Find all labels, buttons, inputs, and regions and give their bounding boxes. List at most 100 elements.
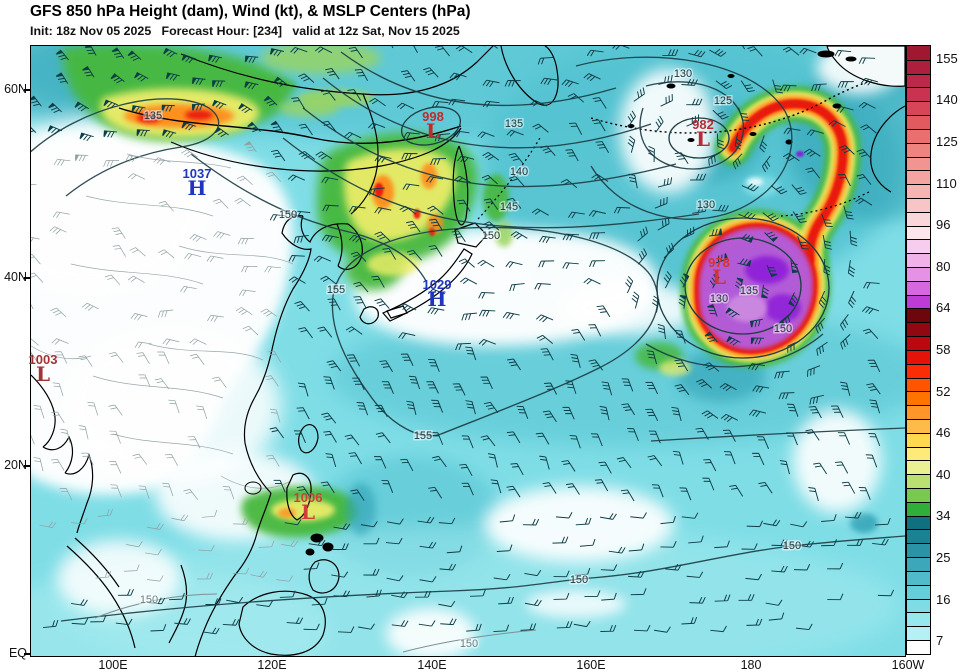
lon-label: 160E — [576, 658, 606, 672]
colorbar-segment — [907, 73, 930, 88]
colorbar-segment — [907, 294, 930, 309]
lat-tick — [24, 653, 30, 655]
svg-text:L: L — [426, 119, 440, 143]
colorbar-segment — [907, 377, 930, 392]
colorbar-segment — [907, 639, 930, 654]
colorbar-segment — [907, 59, 930, 74]
colorbar-segment — [907, 308, 930, 323]
svg-text:H: H — [428, 287, 447, 311]
colorbar-tick-label: 140 — [936, 92, 958, 108]
svg-text:135: 135 — [505, 118, 523, 130]
weather-map: 135 130 125 135 140 145 150 130 150 155 155 135 130 1… — [29, 46, 905, 656]
colorbar-segment — [907, 432, 930, 447]
svg-text:135: 135 — [740, 285, 758, 297]
lat-tick — [24, 465, 30, 467]
lon-label: 100E — [98, 658, 128, 672]
colorbar — [906, 45, 931, 655]
svg-text:L: L — [301, 500, 315, 524]
init-valid-subtitle: Init: 18z Nov 05 2025 Forecast Hour: [23… — [30, 24, 460, 38]
colorbar-tick-label: 58 — [936, 342, 951, 357]
page-title: GFS 850 hPa Height (dam), Wind (kt), & M… — [30, 3, 471, 20]
svg-text:978: 978 — [708, 255, 730, 270]
lat-tick — [24, 277, 30, 279]
colorbar-tick-label: 34 — [936, 508, 951, 524]
svg-text:155: 155 — [327, 284, 345, 296]
colorbar-segment — [907, 267, 930, 281]
colorbar-segment — [907, 87, 930, 102]
svg-text:130: 130 — [674, 68, 692, 80]
colorbar-tick-label: 125 — [936, 134, 958, 150]
colorbar-tick-label: 16 — [936, 591, 951, 607]
colorbar-segment — [907, 280, 930, 295]
colorbar-segment — [907, 253, 930, 267]
colorbar-segment — [907, 501, 930, 516]
lat-label: 60N — [4, 82, 27, 96]
svg-text:1037: 1037 — [183, 166, 212, 181]
svg-text:130: 130 — [697, 199, 715, 211]
colorbar-segment — [907, 336, 930, 350]
colorbar-tick-label: 96 — [936, 217, 951, 233]
lat-tick — [24, 89, 30, 91]
svg-text:125: 125 — [714, 95, 732, 107]
colorbar-tick-label: 40 — [936, 466, 951, 482]
colorbar-segment — [907, 570, 930, 585]
lon-label: 160W — [891, 658, 925, 672]
svg-text:982: 982 — [692, 117, 714, 132]
colorbar-segment — [907, 363, 930, 378]
svg-text:150: 150 — [774, 323, 792, 335]
lon-label: 120E — [257, 658, 287, 672]
colorbar-segment — [907, 584, 930, 599]
lon-label: 140E — [417, 658, 447, 672]
colorbar-segment — [907, 418, 930, 433]
colorbar-segment — [907, 405, 930, 419]
svg-text:L: L — [696, 127, 710, 151]
lon-label: 180 — [740, 658, 762, 672]
svg-text:155: 155 — [414, 430, 432, 442]
colorbar-tick-label: 25 — [936, 549, 951, 565]
colorbar-segment — [907, 557, 930, 571]
svg-text:135: 135 — [144, 110, 162, 122]
svg-text:150: 150 — [783, 540, 801, 552]
colorbar-segment — [907, 543, 930, 558]
svg-text:998: 998 — [422, 109, 444, 124]
colorbar-segment — [907, 391, 930, 406]
colorbar-segment — [907, 156, 930, 171]
colorbar-segment — [907, 211, 930, 226]
lat-label: 40N — [4, 270, 27, 284]
colorbar-segment — [907, 142, 930, 157]
svg-text:150: 150 — [140, 594, 158, 606]
colorbar-tick-label: 7 — [936, 633, 944, 649]
svg-text:L: L — [36, 362, 50, 386]
colorbar-segment — [907, 322, 930, 337]
contour-lines-layer — [31, 51, 905, 653]
svg-text:140: 140 — [510, 166, 528, 178]
svg-text:145: 145 — [500, 201, 518, 213]
colorbar-segment — [907, 128, 930, 143]
colorbar-segment — [907, 184, 930, 198]
svg-text:1003: 1003 — [29, 352, 58, 367]
svg-text:130: 130 — [710, 293, 728, 305]
colorbar-segment — [907, 446, 930, 461]
svg-text:150: 150 — [460, 638, 478, 650]
colorbar-segment — [907, 239, 930, 254]
colorbar-tick-label: 155 — [936, 50, 958, 66]
lat-label: EQ — [8, 646, 27, 660]
colorbar-tick-label: 64 — [936, 300, 951, 316]
colorbar-tick-label: 46 — [936, 425, 951, 441]
colorbar-segment — [907, 197, 930, 212]
colorbar-segment — [907, 598, 930, 613]
colorbar-tick-label: 80 — [936, 258, 951, 274]
colorbar-segment — [907, 488, 930, 502]
colorbar-segment — [907, 460, 930, 475]
colorbar-segment — [907, 474, 930, 488]
colorbar-segment — [907, 515, 930, 530]
colorbar-segment — [907, 46, 930, 60]
svg-text:150: 150 — [279, 209, 297, 221]
colorbar-segment — [907, 101, 930, 116]
map-frame: 135 130 125 135 140 145 150 130 150 155 155 135 130 1… — [29, 45, 906, 657]
colorbar-segment — [907, 115, 930, 129]
svg-text:L: L — [712, 265, 726, 289]
